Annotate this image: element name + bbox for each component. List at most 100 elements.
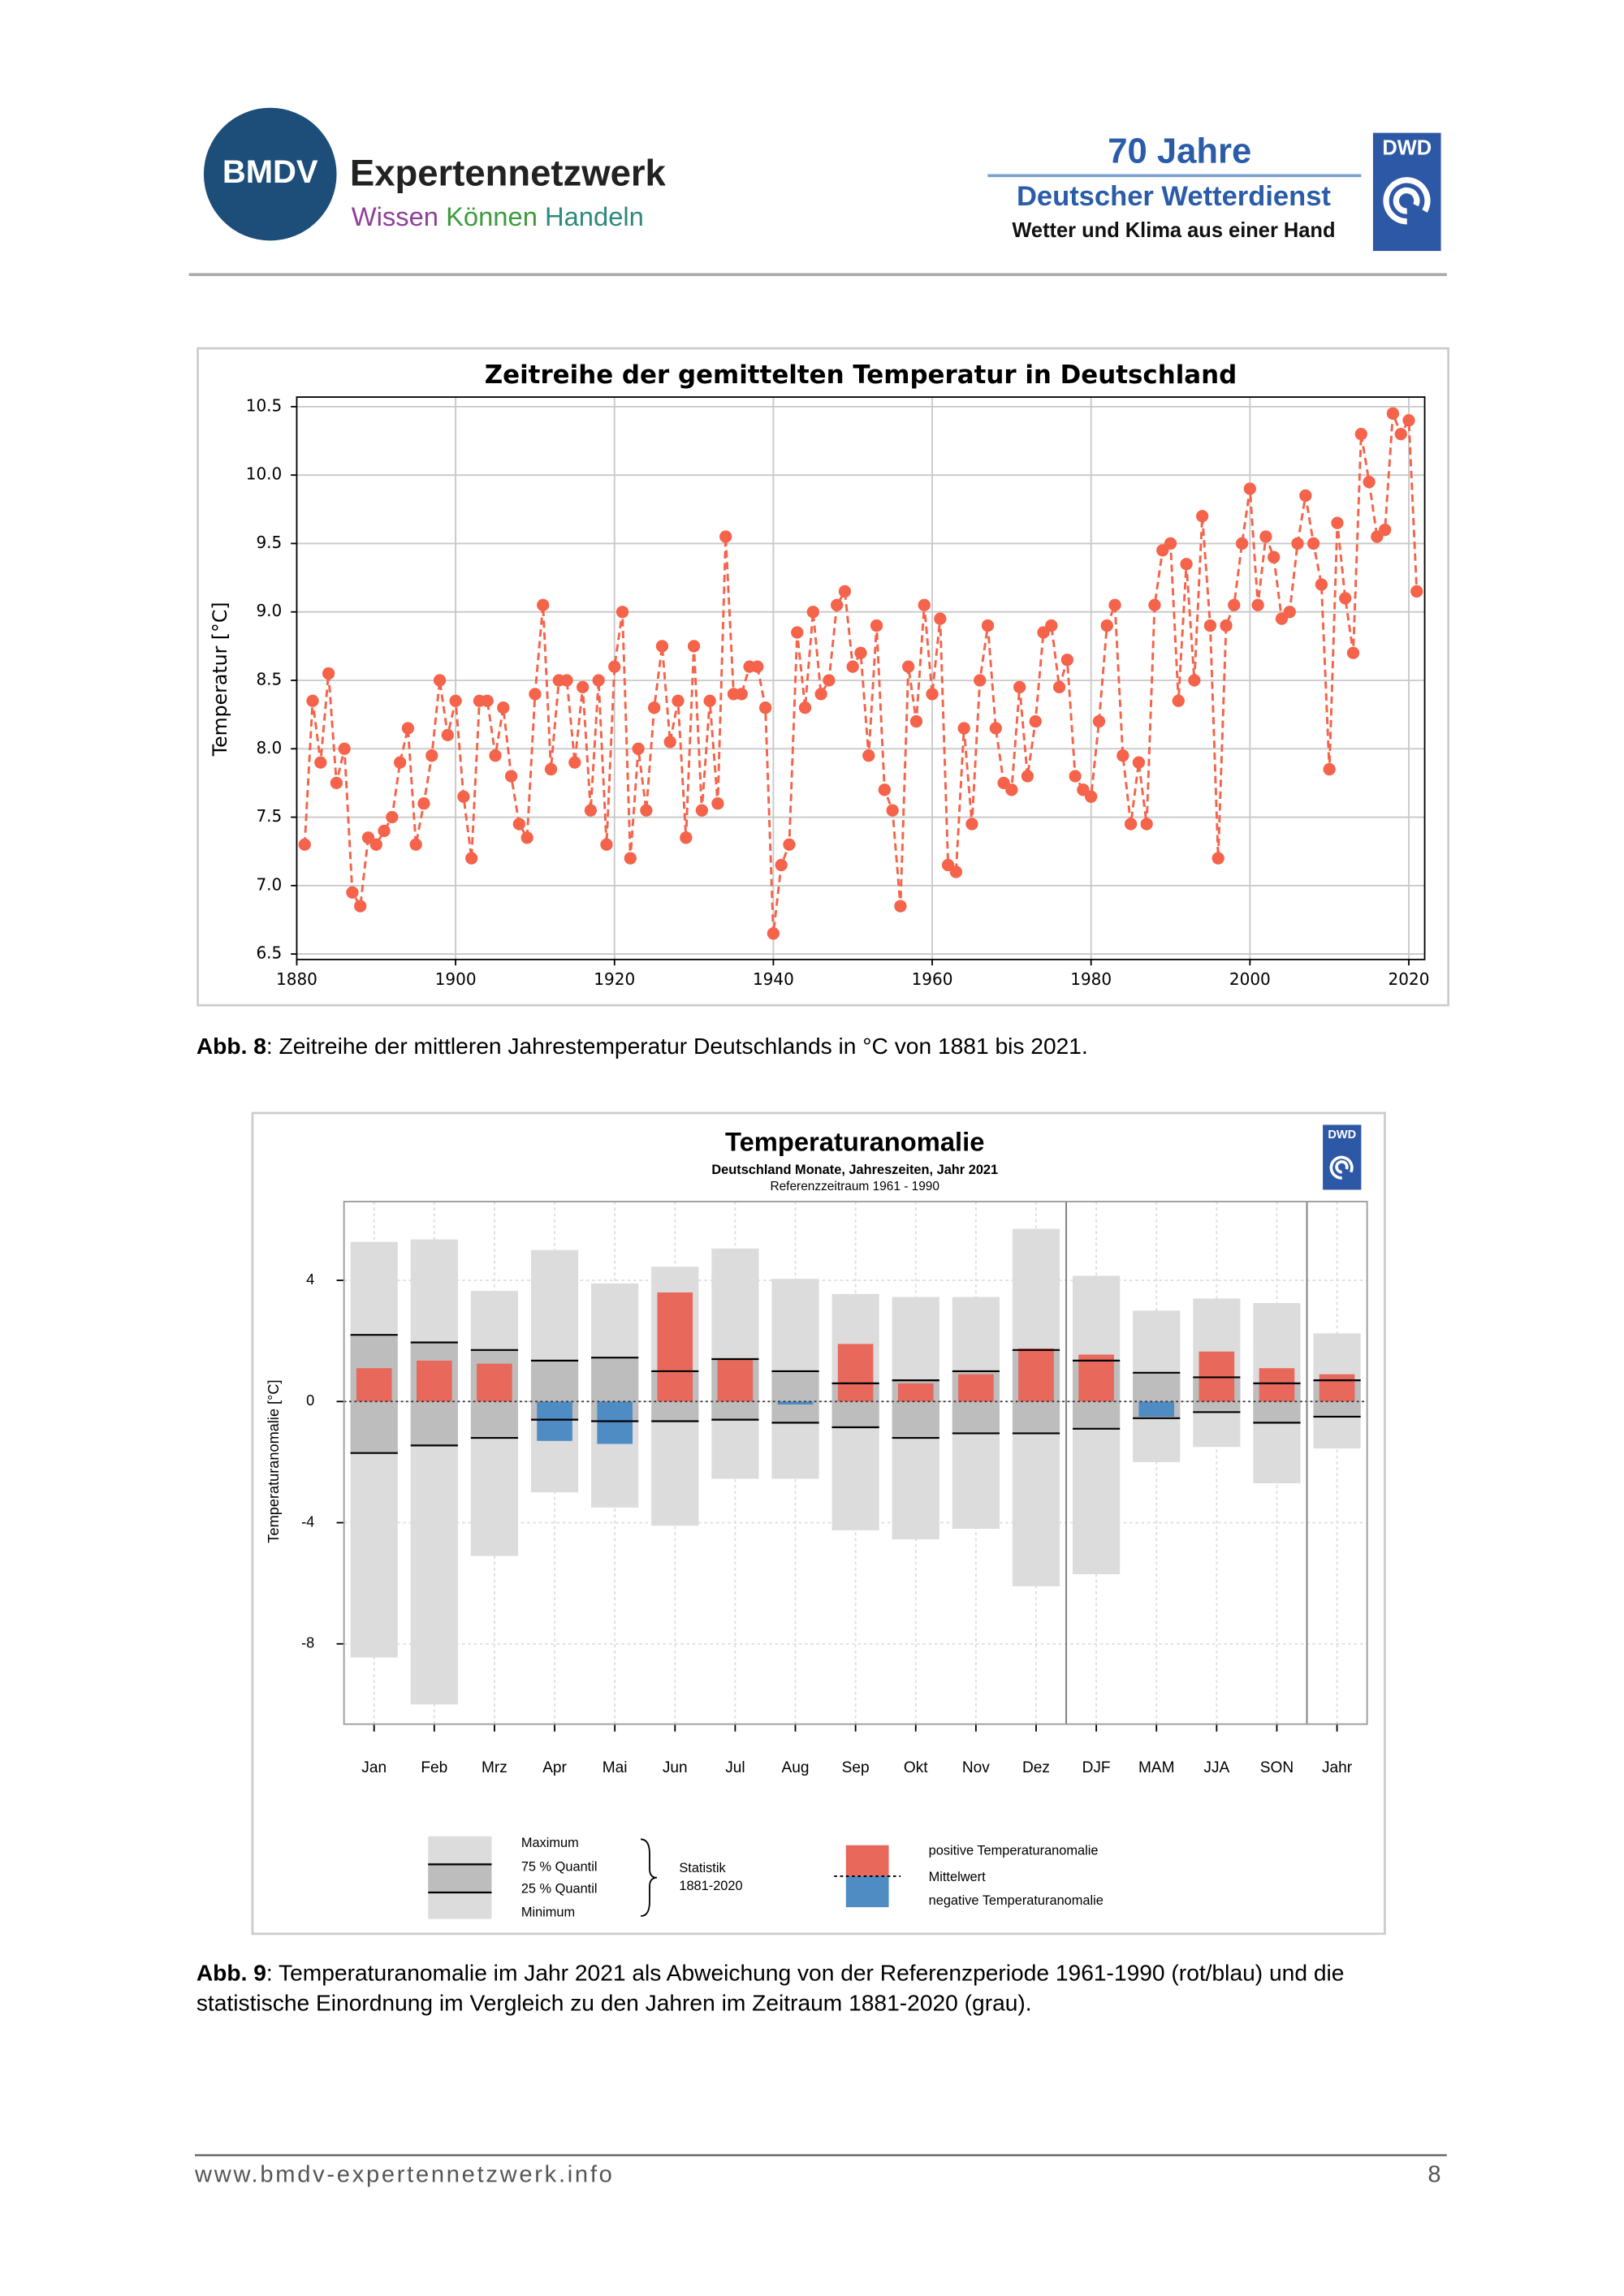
caption-label: Abb. 8: [197, 1033, 266, 1059]
data-point: [322, 667, 335, 680]
data-point: [520, 831, 533, 844]
data-point: [926, 688, 939, 701]
x-tick-label: 1880: [276, 969, 317, 989]
data-point: [346, 886, 359, 899]
data-point: [433, 674, 447, 687]
data-point: [854, 646, 867, 659]
data-point: [608, 660, 621, 673]
y-tick-label: -8: [301, 1635, 314, 1651]
data-point: [989, 722, 1002, 735]
data-point: [1346, 646, 1360, 659]
data-point: [1291, 537, 1304, 550]
data-point: [783, 838, 796, 851]
data-point: [1203, 619, 1217, 632]
data-point: [409, 838, 422, 851]
anomaly-bar: [657, 1292, 693, 1402]
anomaly-bar: [1138, 1401, 1175, 1417]
data-point: [1092, 714, 1106, 728]
y-tick-label: 6.5: [256, 943, 282, 963]
x-tick-label: Feb: [421, 1759, 447, 1776]
caption-text: : Temperaturanomalie im Jahr 2021 als Ab…: [266, 1960, 1345, 1986]
data-point: [314, 756, 327, 769]
dwd-text: DWD: [1328, 1129, 1356, 1142]
y-axis-label: Temperaturanomalie [°C]: [266, 1379, 282, 1543]
data-point: [330, 776, 343, 790]
data-point: [1188, 674, 1201, 687]
x-tick-label: Jahr: [1322, 1759, 1353, 1776]
legend-label: 1881-2020: [679, 1879, 742, 1893]
data-point: [798, 701, 812, 714]
page-number: 8: [1427, 2162, 1440, 2188]
data-point: [441, 728, 454, 742]
data-point: [1124, 818, 1138, 831]
data-point: [354, 900, 367, 913]
data-point: [489, 749, 502, 762]
logo-text: BMDV: [222, 154, 318, 190]
x-tick-label: Mai: [603, 1759, 628, 1776]
data-point: [393, 756, 407, 769]
data-point: [1172, 694, 1185, 707]
data-point: [1005, 783, 1018, 796]
x-tick-label: 1980: [1070, 969, 1112, 989]
data-point: [378, 824, 391, 838]
dwd-text: DWD: [1382, 136, 1432, 159]
org-name: Deutscher Wetterdienst: [1017, 181, 1331, 212]
caption-label: Abb. 9: [197, 1960, 266, 1986]
data-point: [1235, 537, 1249, 550]
legend-negative: [845, 1875, 889, 1908]
data-point: [791, 626, 804, 639]
data-point: [957, 722, 970, 735]
chart-note: Referenzzeitraum 1961 - 1990: [770, 1180, 939, 1193]
anomaly-bar: [958, 1374, 994, 1402]
x-tick-label: SON: [1260, 1759, 1294, 1776]
data-point: [1394, 427, 1407, 441]
x-tick-label: Mrz: [482, 1759, 508, 1776]
data-point: [1052, 680, 1066, 694]
slogan-word: Wissen: [352, 201, 438, 231]
x-tick-label: 1900: [435, 969, 477, 989]
data-point: [823, 674, 836, 687]
data-point: [1339, 592, 1352, 605]
data-point: [1116, 749, 1129, 762]
y-tick-label: 4: [306, 1271, 314, 1288]
bmdv-logo: [203, 107, 337, 241]
data-point: [751, 660, 764, 673]
chart-frame: [197, 347, 1449, 1007]
data-point: [909, 714, 923, 728]
x-tick-label: 2020: [1389, 969, 1430, 989]
y-tick-label: 8.0: [256, 738, 282, 757]
data-point: [886, 804, 899, 817]
data-point: [504, 770, 518, 783]
data-point: [1021, 770, 1034, 783]
anomaly-bar: [597, 1401, 633, 1444]
y-tick-label: 9.0: [256, 601, 282, 620]
data-point: [1164, 537, 1177, 550]
data-point: [758, 701, 772, 714]
slogan-word: Können: [446, 201, 538, 231]
data-point: [1323, 762, 1336, 776]
data-point: [1283, 606, 1296, 619]
legend-label: Maximum: [521, 1836, 579, 1850]
data-point: [306, 694, 319, 707]
data-point: [584, 804, 598, 817]
data-point: [1299, 489, 1312, 503]
legend-label: 75 % Quantil: [521, 1859, 598, 1874]
data-point: [298, 838, 311, 851]
y-tick-label: 9.5: [256, 533, 282, 552]
x-tick-label: 1920: [594, 969, 635, 989]
data-point: [1060, 654, 1073, 667]
data-point: [497, 701, 510, 714]
anomaly-bar: [477, 1363, 512, 1402]
x-tick-label: Jun: [663, 1759, 688, 1776]
anomaly-bar: [837, 1344, 874, 1402]
data-point: [862, 749, 875, 762]
data-line: [303, 412, 1419, 934]
data-point: [648, 701, 661, 714]
data-point: [1100, 619, 1113, 632]
data-point: [481, 694, 494, 707]
data-point: [1212, 852, 1224, 865]
data-point: [560, 674, 573, 687]
network-name: Expertennetzwerk: [350, 152, 667, 193]
anomaly-bar: [1259, 1368, 1295, 1402]
